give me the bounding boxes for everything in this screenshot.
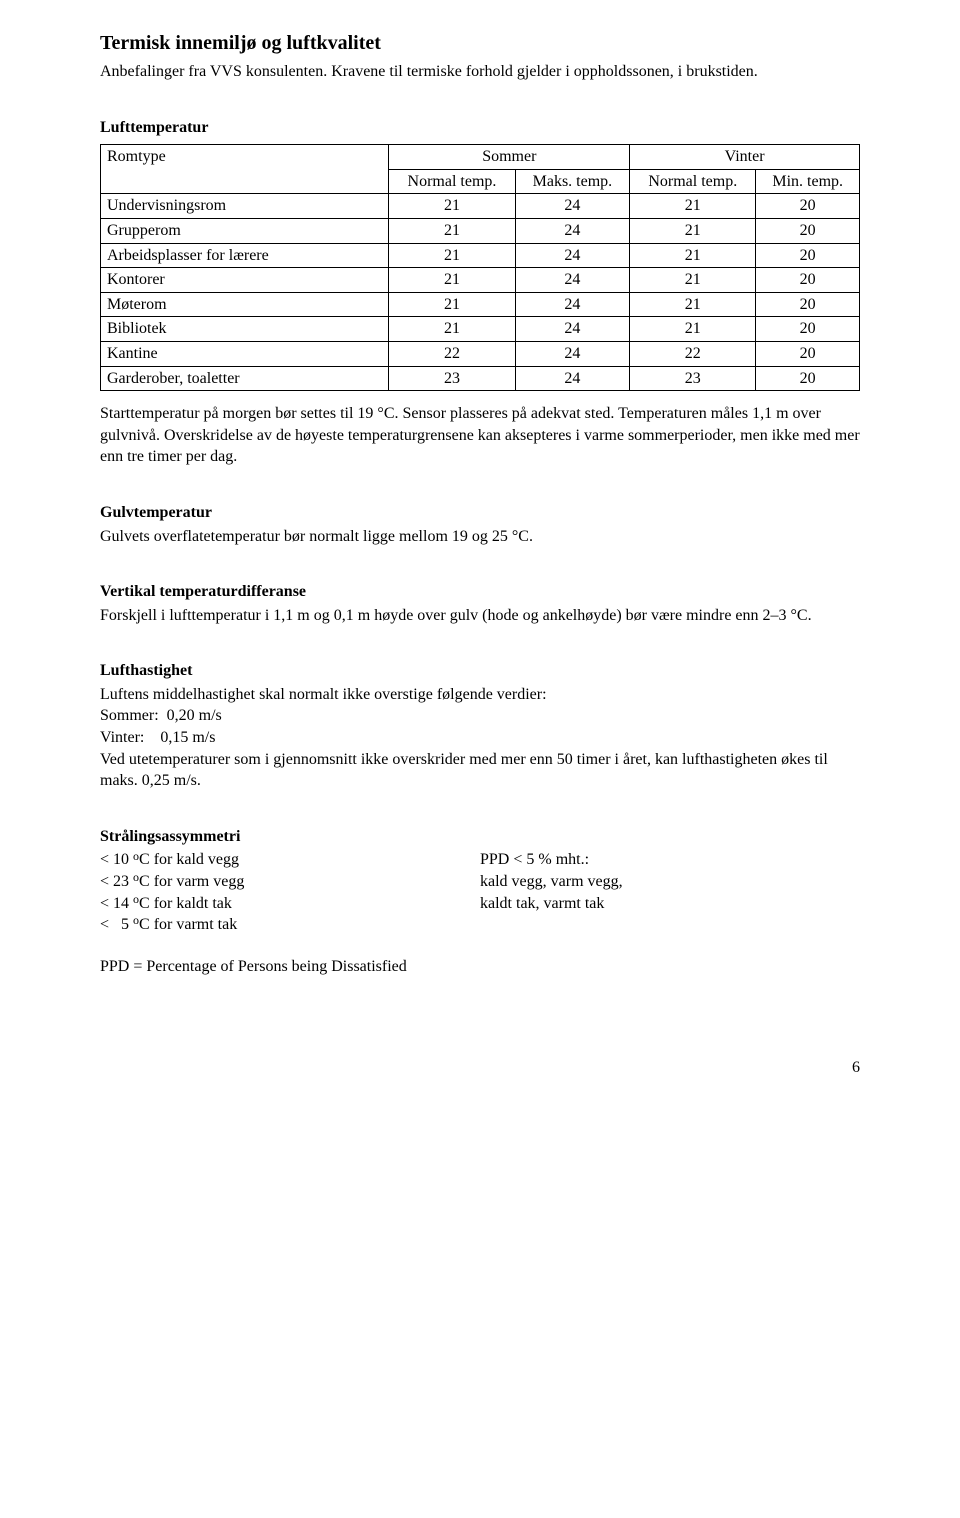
table-row: Garderober, toaletter23242320 <box>101 366 860 391</box>
col-header-min: Min. temp. <box>756 169 860 194</box>
table-cell: 24 <box>515 366 630 391</box>
table-cell: 21 <box>630 317 756 342</box>
table-cell: 20 <box>756 366 860 391</box>
floor-text: Gulvets overflatetemperatur bør normalt … <box>100 526 860 548</box>
asym-left-column: < 10 oC for kald vegg< 23 oC for varm ve… <box>100 849 480 935</box>
section-heading-gulvtemperatur: Gulvtemperatur <box>100 502 860 524</box>
table-row: Undervisningsrom21242120 <box>101 194 860 219</box>
table-cell: 20 <box>756 268 860 293</box>
page-number: 6 <box>100 1057 860 1079</box>
table-cell: 21 <box>389 317 515 342</box>
asym-line: kald vegg, varm vegg, <box>480 871 860 893</box>
row-label: Undervisningsrom <box>101 194 389 219</box>
page-title: Termisk innemiljø og luftkvalitet <box>100 30 860 57</box>
table-cell: 24 <box>515 292 630 317</box>
ppd-definition: PPD = Percentage of Persons being Dissat… <box>100 956 860 978</box>
table-cell: 24 <box>515 317 630 342</box>
asym-line: PPD < 5 % mht.: <box>480 849 860 871</box>
asym-right-column: PPD < 5 % mht.:kald vegg, varm vegg,kald… <box>480 849 860 935</box>
row-label: Arbeidsplasser for lærere <box>101 243 389 268</box>
col-header-normal-vinter: Normal temp. <box>630 169 756 194</box>
table-cell: 21 <box>389 194 515 219</box>
row-label: Kantine <box>101 341 389 366</box>
table-cell: 23 <box>389 366 515 391</box>
table-cell: 20 <box>756 243 860 268</box>
col-header-sommer: Sommer <box>389 145 630 170</box>
table-cell: 24 <box>515 243 630 268</box>
table-cell: 24 <box>515 341 630 366</box>
table-cell: 21 <box>389 243 515 268</box>
table-cell: 21 <box>389 218 515 243</box>
table-cell: 21 <box>389 268 515 293</box>
asym-columns: < 10 oC for kald vegg< 23 oC for varm ve… <box>100 849 860 935</box>
table-row: Kantine22242220 <box>101 341 860 366</box>
table-cell: 24 <box>515 218 630 243</box>
temperature-table: Romtype Sommer Vinter Normal temp. Maks.… <box>100 144 860 391</box>
table-cell: 22 <box>389 341 515 366</box>
temperature-note: Starttemperatur på morgen bør settes til… <box>100 403 860 468</box>
table-cell: 21 <box>630 243 756 268</box>
speed-line-3: Vinter: 0,15 m/s <box>100 727 860 749</box>
table-cell: 22 <box>630 341 756 366</box>
section-heading-vertikal: Vertikal temperaturdifferanse <box>100 581 860 603</box>
intro-text: Anbefalinger fra VVS konsulenten. Kraven… <box>100 61 860 83</box>
table-header-row: Romtype Sommer Vinter <box>101 145 860 170</box>
section-heading-lufthastighet: Lufthastighet <box>100 660 860 682</box>
section-heading-lufttemperatur: Lufttemperatur <box>100 117 860 139</box>
table-cell: 24 <box>515 194 630 219</box>
col-header-normal-sommer: Normal temp. <box>389 169 515 194</box>
table-row: Grupperom21242120 <box>101 218 860 243</box>
table-cell: 21 <box>630 218 756 243</box>
row-label: Møterom <box>101 292 389 317</box>
table-cell: 23 <box>630 366 756 391</box>
table-row: Arbeidsplasser for lærere21242120 <box>101 243 860 268</box>
table-cell: 21 <box>630 194 756 219</box>
table-row: Møterom21242120 <box>101 292 860 317</box>
speed-line-2: Sommer: 0,20 m/s <box>100 705 860 727</box>
table-cell: 20 <box>756 341 860 366</box>
row-label: Grupperom <box>101 218 389 243</box>
vertical-text: Forskjell i lufttemperatur i 1,1 m og 0,… <box>100 605 860 627</box>
asym-line: < 14 oC for kaldt tak <box>100 893 480 915</box>
row-label: Garderober, toaletter <box>101 366 389 391</box>
speed-line-1: Luftens middelhastighet skal normalt ikk… <box>100 684 860 706</box>
table-cell: 21 <box>389 292 515 317</box>
asym-line: < 23 oC for varm vegg <box>100 871 480 893</box>
col-header-maks: Maks. temp. <box>515 169 630 194</box>
col-header-romtype: Romtype <box>101 145 389 194</box>
table-cell: 21 <box>630 292 756 317</box>
asym-line: kaldt tak, varmt tak <box>480 893 860 915</box>
table-row: Bibliotek21242120 <box>101 317 860 342</box>
table-cell: 20 <box>756 317 860 342</box>
table-cell: 24 <box>515 268 630 293</box>
table-cell: 21 <box>630 268 756 293</box>
table-row: Kontorer21242120 <box>101 268 860 293</box>
row-label: Bibliotek <box>101 317 389 342</box>
table-cell: 20 <box>756 218 860 243</box>
col-header-vinter: Vinter <box>630 145 860 170</box>
row-label: Kontorer <box>101 268 389 293</box>
section-heading-stralingsasymmetri: Strålingsassymmetri <box>100 826 860 848</box>
table-cell: 20 <box>756 194 860 219</box>
speed-line-4: Ved utetemperaturer som i gjennomsnitt i… <box>100 749 860 792</box>
table-cell: 20 <box>756 292 860 317</box>
asym-line: < 10 oC for kald vegg <box>100 849 480 871</box>
asym-line: < 5 oC for varmt tak <box>100 914 480 936</box>
